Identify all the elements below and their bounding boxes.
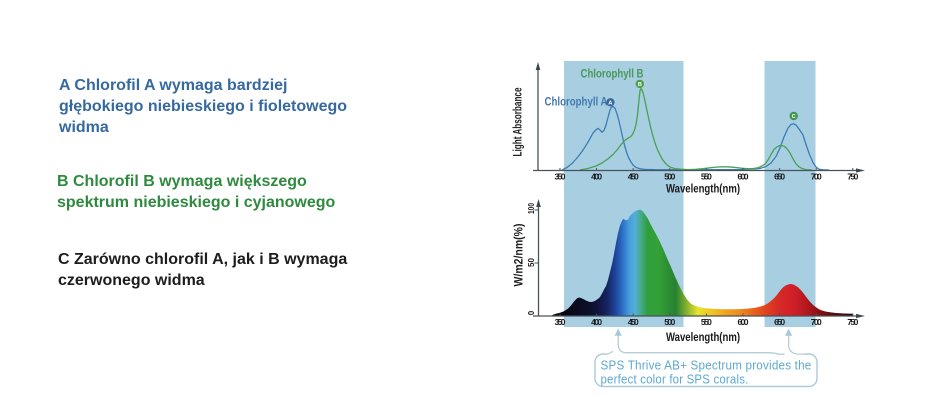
svg-text:550: 550 — [701, 317, 712, 327]
svg-text:Wavelength(nm): Wavelength(nm) — [666, 182, 740, 196]
svg-text:Chlorophyll A: Chlorophyll A — [545, 96, 608, 108]
svg-text:0: 0 — [527, 310, 536, 315]
svg-text:perfect color for SPS corals.: perfect color for SPS corals. — [601, 373, 749, 387]
svg-text:50: 50 — [527, 257, 536, 267]
svg-text:700: 700 — [811, 172, 822, 182]
svg-text:SPS Thrive AB+ Spectrum provid: SPS Thrive AB+ Spectrum provides the — [601, 359, 812, 373]
svg-text:650: 650 — [774, 317, 785, 327]
svg-text:700: 700 — [811, 317, 822, 327]
svg-text:A: A — [608, 100, 613, 106]
svg-text:Wavelength(nm): Wavelength(nm) — [666, 330, 740, 344]
svg-text:400: 400 — [591, 172, 602, 182]
svg-text:350: 350 — [555, 317, 566, 327]
svg-text:450: 450 — [628, 172, 639, 182]
svg-text:600: 600 — [738, 317, 749, 327]
svg-text:350: 350 — [555, 172, 566, 182]
svg-text:B: B — [638, 82, 642, 88]
svg-text:600: 600 — [738, 172, 749, 182]
svg-text:750: 750 — [847, 172, 858, 182]
svg-text:550: 550 — [701, 172, 712, 182]
svg-text:500: 500 — [664, 172, 675, 182]
svg-text:750: 750 — [847, 317, 858, 327]
svg-text:500: 500 — [664, 317, 675, 327]
svg-text:400: 400 — [591, 317, 602, 327]
svg-text:Chlorophyll B: Chlorophyll B — [581, 69, 644, 81]
svg-text:W/m2/nm(%): W/m2/nm(%) — [514, 223, 526, 286]
svg-text:Light Absorbance: Light Absorbance — [513, 88, 525, 157]
svg-text:100: 100 — [527, 203, 536, 214]
svg-text:C: C — [792, 114, 797, 120]
svg-text:450: 450 — [628, 317, 639, 327]
svg-text:650: 650 — [774, 172, 785, 182]
